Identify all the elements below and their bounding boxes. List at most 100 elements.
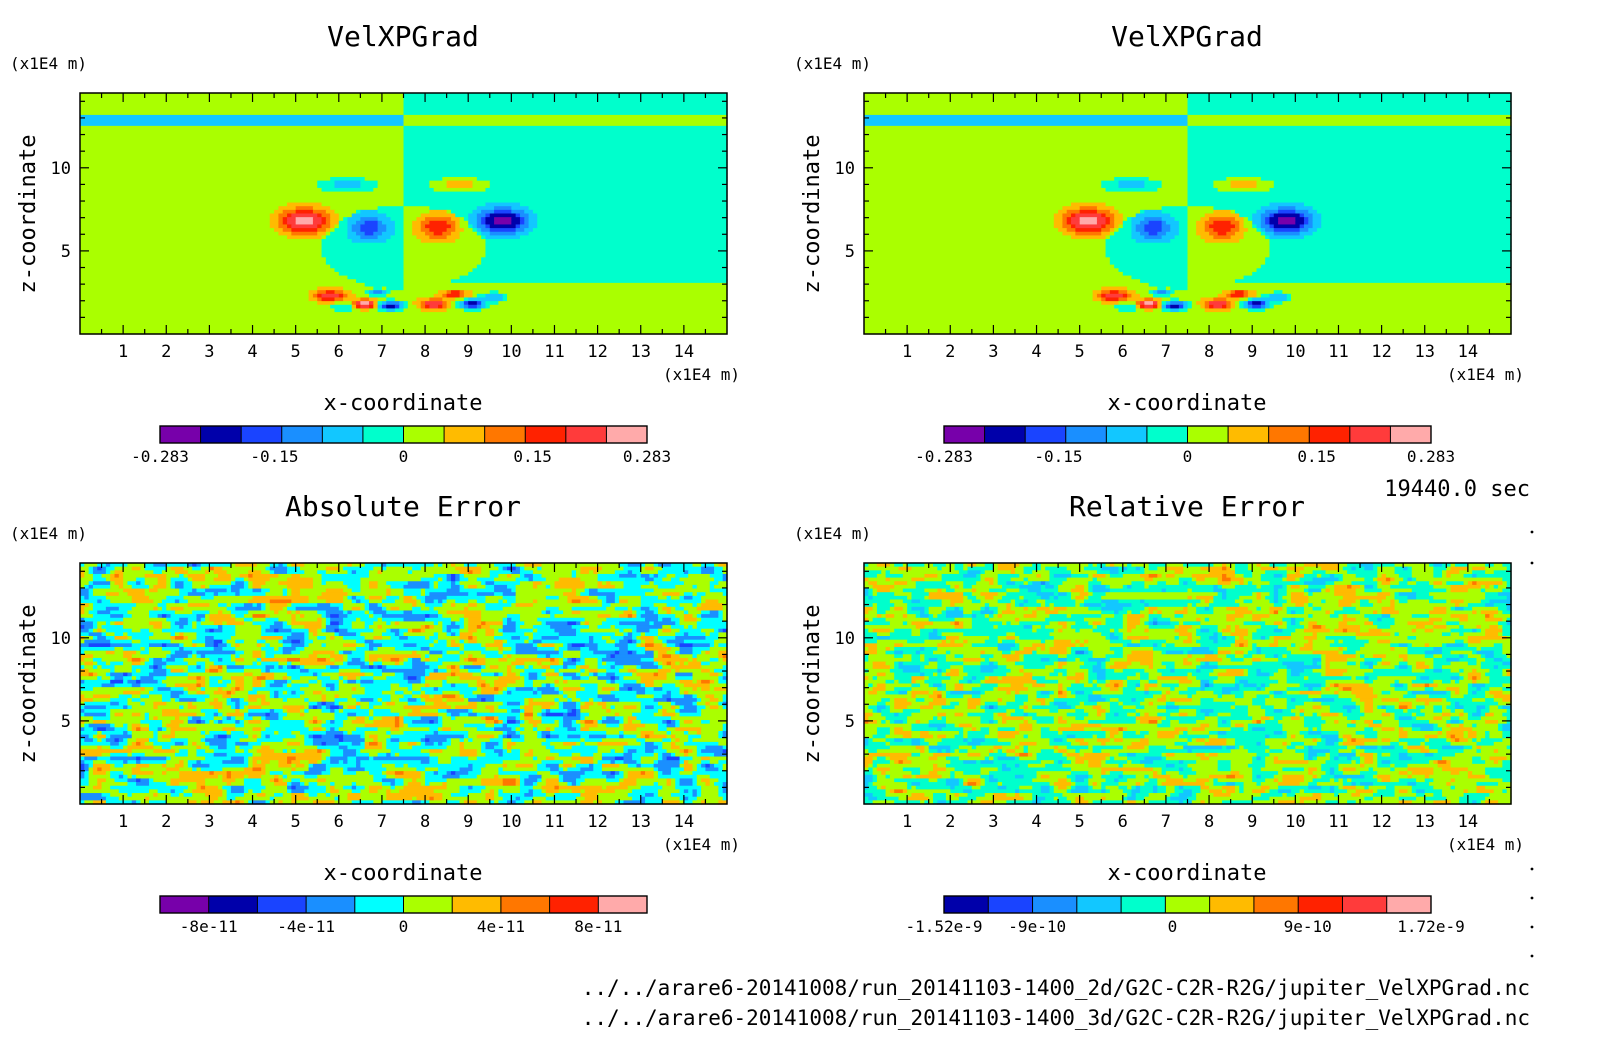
heatmap-cell [287, 782, 292, 787]
heatmap-cell [528, 577, 534, 582]
heatmap-cell [360, 301, 370, 306]
heatmap-cell [675, 650, 681, 655]
heatmap-cell [381, 716, 396, 721]
heatmap-cell [157, 705, 180, 710]
heatmap-cell [614, 672, 633, 677]
heatmap-cell [200, 621, 215, 626]
heatmap-cell [209, 610, 219, 615]
heatmap-cell [170, 738, 189, 743]
heatmap-cell [153, 606, 159, 612]
heatmap-cell [1122, 293, 1128, 299]
heatmap-cell [338, 271, 405, 277]
heatmap-cell [580, 709, 607, 714]
heatmap-cell [420, 782, 426, 787]
heatmap-cell [347, 217, 361, 222]
heatmap-cell [1118, 290, 1128, 295]
heatmap-cell [101, 573, 111, 579]
heatmap-cell [80, 260, 327, 266]
heatmap-cell [360, 235, 379, 240]
heatmap-cell [1204, 301, 1210, 306]
heatmap-cell [248, 789, 254, 794]
heatmap-cell [610, 771, 616, 776]
heatmap-cell [601, 661, 607, 666]
heatmap-cell [183, 789, 193, 794]
colorbar-swatch [1309, 426, 1351, 443]
heatmap-cell [230, 679, 236, 685]
heatmap-cell [394, 621, 400, 626]
heatmap-cell [701, 603, 724, 608]
heatmap-cell [567, 698, 573, 703]
heatmap-cell [502, 767, 538, 772]
heatmap-cell [1295, 206, 1314, 211]
heatmap-cell [662, 745, 672, 750]
heatmap-cell [623, 628, 633, 633]
heatmap-cell [222, 793, 228, 798]
heatmap-cell [343, 785, 353, 790]
heatmap-cell [1200, 235, 1214, 240]
heatmap-cell [110, 679, 124, 685]
heatmap-cell [558, 672, 564, 677]
heatmap-cell [593, 767, 603, 772]
heatmap-cell [649, 628, 659, 633]
heatmap-cell [80, 122, 405, 127]
heatmap-cell [692, 763, 698, 769]
heatmap-cell [80, 107, 405, 112]
heatmap-cell [373, 774, 387, 780]
heatmap-cell [455, 577, 461, 582]
heatmap-cell [127, 672, 133, 677]
heatmap-cell [1260, 293, 1271, 299]
heatmap-cell [364, 690, 383, 696]
heatmap-cell [88, 566, 94, 571]
heatmap-cell [864, 260, 1111, 266]
heatmap-cell [248, 698, 258, 703]
heatmap-cell [261, 625, 271, 630]
heatmap-cell [248, 720, 262, 725]
heatmap-cell [627, 749, 638, 754]
heatmap-cell [718, 698, 724, 703]
heatmap-cell [304, 774, 318, 780]
heatmap-cell [450, 304, 456, 310]
heatmap-cell [576, 588, 586, 593]
heatmap-cell [325, 657, 331, 663]
heatmap-cell [507, 297, 728, 302]
heatmap-cell [416, 297, 430, 302]
heatmap-cell [149, 716, 154, 721]
heatmap-cell [688, 610, 702, 615]
heatmap-cell [334, 224, 340, 229]
heatmap-cell [360, 679, 374, 685]
heatmap-cell [110, 661, 124, 666]
heatmap-cell [269, 745, 318, 750]
heatmap-cell [567, 782, 573, 787]
heatmap-cell [524, 665, 530, 670]
heatmap-cell [640, 763, 655, 769]
heatmap-cell [619, 763, 629, 769]
heatmap-cell [222, 610, 232, 615]
heatmap-cell [1230, 180, 1258, 185]
heatmap-cell [80, 155, 405, 160]
heatmap-cell [537, 734, 543, 739]
heatmap-cell [261, 701, 271, 707]
heatmap-cell [330, 224, 336, 229]
heatmap-cell [696, 705, 707, 710]
heatmap-cell [662, 654, 672, 659]
heatmap-cell [459, 570, 469, 575]
heatmap-cell [170, 720, 185, 725]
heatmap-cell [149, 712, 163, 717]
heatmap-cell [334, 657, 344, 663]
heatmap-cell [92, 785, 103, 790]
heatmap-cell [696, 796, 724, 801]
heatmap-cell [394, 297, 418, 302]
heatmap-cell [580, 793, 599, 798]
heatmap-cell [429, 304, 439, 310]
heatmap-cell [645, 690, 668, 696]
heatmap-cell [308, 709, 323, 714]
heatmap-cell [364, 595, 370, 601]
heatmap-cell [174, 581, 185, 586]
heatmap-cell [722, 657, 728, 663]
heatmap-cell [614, 705, 625, 710]
heatmap-cell [304, 639, 314, 644]
heatmap-cell [364, 282, 405, 288]
heatmap-cell [222, 767, 245, 772]
heatmap-cell [688, 690, 728, 696]
heatmap-cell [718, 701, 724, 707]
